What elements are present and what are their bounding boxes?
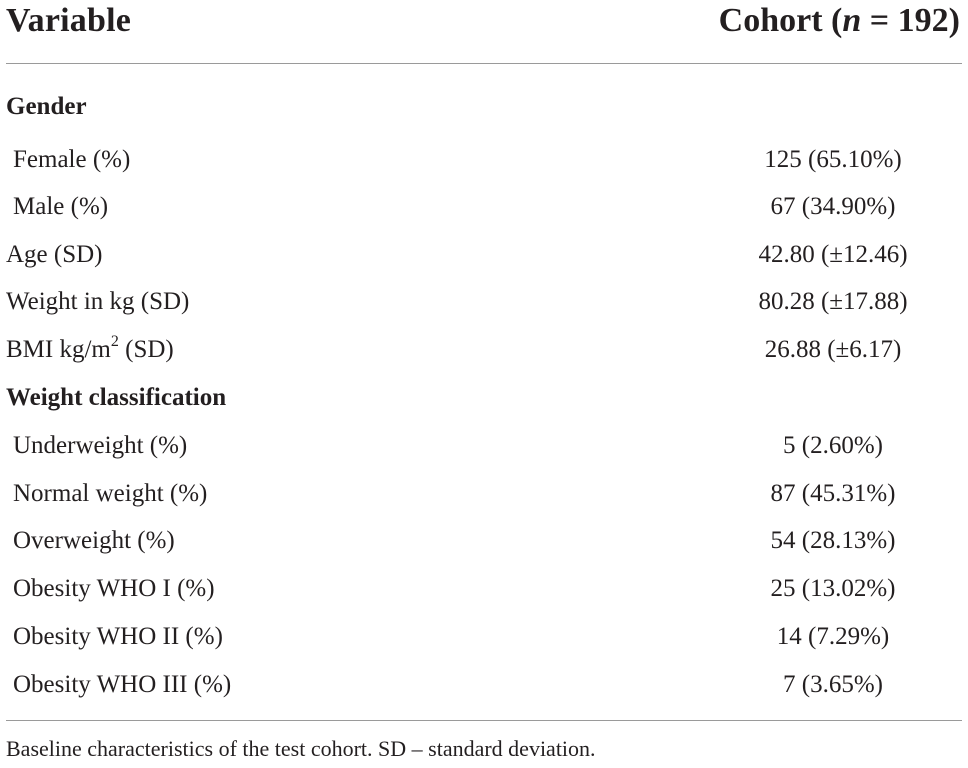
table-row: Gender bbox=[0, 92, 968, 132]
row-label: Obesity WHO II (%) bbox=[13, 623, 223, 650]
row-value: 42.80 (±12.46) bbox=[758, 241, 908, 268]
table-caption: Baseline characteristics of the test coh… bbox=[6, 736, 596, 761]
header-variable: Variable bbox=[6, 2, 132, 39]
table-row: Overweight (%) 54 (28.13%) bbox=[0, 526, 968, 566]
table-row: Obesity WHO I (%) 25 (13.02%) bbox=[0, 574, 968, 614]
table-row: Obesity WHO II (%) 14 (7.29%) bbox=[0, 622, 968, 662]
row-label-bmi: BMI kg/m2 (SD) bbox=[6, 332, 174, 365]
row-value: 14 (7.29%) bbox=[776, 623, 890, 650]
row-value: 25 (13.02%) bbox=[770, 575, 896, 602]
table-row: Age (SD) 42.80 (±12.46) bbox=[0, 240, 968, 280]
header-cohort-suffix: = 192) bbox=[861, 2, 960, 39]
header-cohort-n: n bbox=[842, 2, 862, 39]
bmi-label-superscript: 2 bbox=[110, 332, 119, 350]
row-label: Age (SD) bbox=[6, 241, 103, 268]
header-cohort-prefix: Cohort ( bbox=[718, 2, 843, 39]
row-label: Obesity WHO III (%) bbox=[13, 671, 232, 698]
row-value: 67 (34.90%) bbox=[770, 193, 896, 220]
row-label: Gender bbox=[6, 93, 87, 120]
table-row: Weight classification bbox=[0, 383, 968, 423]
row-label: Weight in kg (SD) bbox=[6, 288, 190, 315]
row-value: 125 (65.10%) bbox=[764, 146, 902, 173]
row-value: 5 (2.60%) bbox=[783, 432, 883, 459]
row-value: 87 (45.31%) bbox=[770, 480, 896, 507]
table-row: Obesity WHO III (%) 7 (3.65%) bbox=[0, 670, 968, 710]
header-cohort: Cohort (n = 192) bbox=[719, 2, 960, 40]
row-label: Overweight (%) bbox=[13, 527, 175, 554]
table-row: Female (%) 125 (65.10%) bbox=[0, 145, 968, 185]
bmi-label-text: BMI kg/m bbox=[6, 336, 111, 363]
header-divider bbox=[6, 63, 962, 64]
row-value: 54 (28.13%) bbox=[770, 527, 896, 554]
row-label: Weight classification bbox=[6, 384, 227, 411]
row-label: Obesity WHO I (%) bbox=[13, 575, 215, 602]
row-label: Normal weight (%) bbox=[13, 480, 208, 507]
table-row: Male (%) 67 (34.90%) bbox=[0, 192, 968, 232]
row-value: 80.28 (±17.88) bbox=[758, 288, 908, 315]
bmi-label-suffix: (SD) bbox=[118, 336, 174, 363]
table-row: BMI kg/m2 (SD) 26.88 (±6.17) bbox=[0, 332, 968, 375]
table-row: Normal weight (%) 87 (45.31%) bbox=[0, 479, 968, 519]
row-value: 26.88 (±6.17) bbox=[764, 336, 902, 363]
row-value: 7 (3.65%) bbox=[783, 671, 883, 698]
table-header: Variable Cohort (n = 192) bbox=[0, 0, 968, 44]
footer-divider bbox=[6, 720, 962, 721]
row-label: Male (%) bbox=[13, 193, 109, 220]
table-row: Underweight (%) 5 (2.60%) bbox=[0, 431, 968, 471]
row-label: Underweight (%) bbox=[13, 432, 188, 459]
row-label: Female (%) bbox=[13, 146, 131, 173]
table-row: Weight in kg (SD) 80.28 (±17.88) bbox=[0, 287, 968, 327]
